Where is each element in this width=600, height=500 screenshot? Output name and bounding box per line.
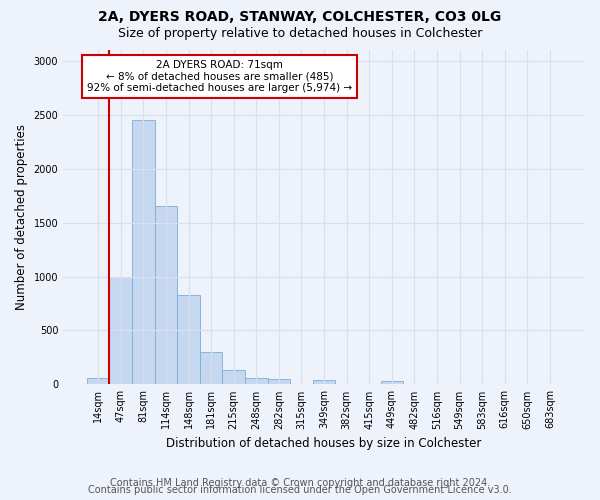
Bar bbox=[245, 378, 268, 384]
Bar bbox=[380, 381, 403, 384]
Text: Contains public sector information licensed under the Open Government Licence v3: Contains public sector information licen… bbox=[88, 485, 512, 495]
Bar bbox=[200, 352, 223, 384]
Bar bbox=[132, 120, 155, 384]
Text: 2A DYERS ROAD: 71sqm
← 8% of detached houses are smaller (485)
92% of semi-detac: 2A DYERS ROAD: 71sqm ← 8% of detached ho… bbox=[87, 60, 352, 93]
Y-axis label: Number of detached properties: Number of detached properties bbox=[15, 124, 28, 310]
Bar bbox=[177, 295, 200, 384]
Text: 2A, DYERS ROAD, STANWAY, COLCHESTER, CO3 0LG: 2A, DYERS ROAD, STANWAY, COLCHESTER, CO3… bbox=[98, 10, 502, 24]
Bar bbox=[313, 380, 335, 384]
Bar bbox=[109, 276, 132, 384]
X-axis label: Distribution of detached houses by size in Colchester: Distribution of detached houses by size … bbox=[166, 437, 482, 450]
Bar bbox=[223, 370, 245, 384]
Text: Size of property relative to detached houses in Colchester: Size of property relative to detached ho… bbox=[118, 28, 482, 40]
Bar bbox=[87, 378, 109, 384]
Bar bbox=[155, 206, 177, 384]
Text: Contains HM Land Registry data © Crown copyright and database right 2024.: Contains HM Land Registry data © Crown c… bbox=[110, 478, 490, 488]
Bar bbox=[268, 379, 290, 384]
